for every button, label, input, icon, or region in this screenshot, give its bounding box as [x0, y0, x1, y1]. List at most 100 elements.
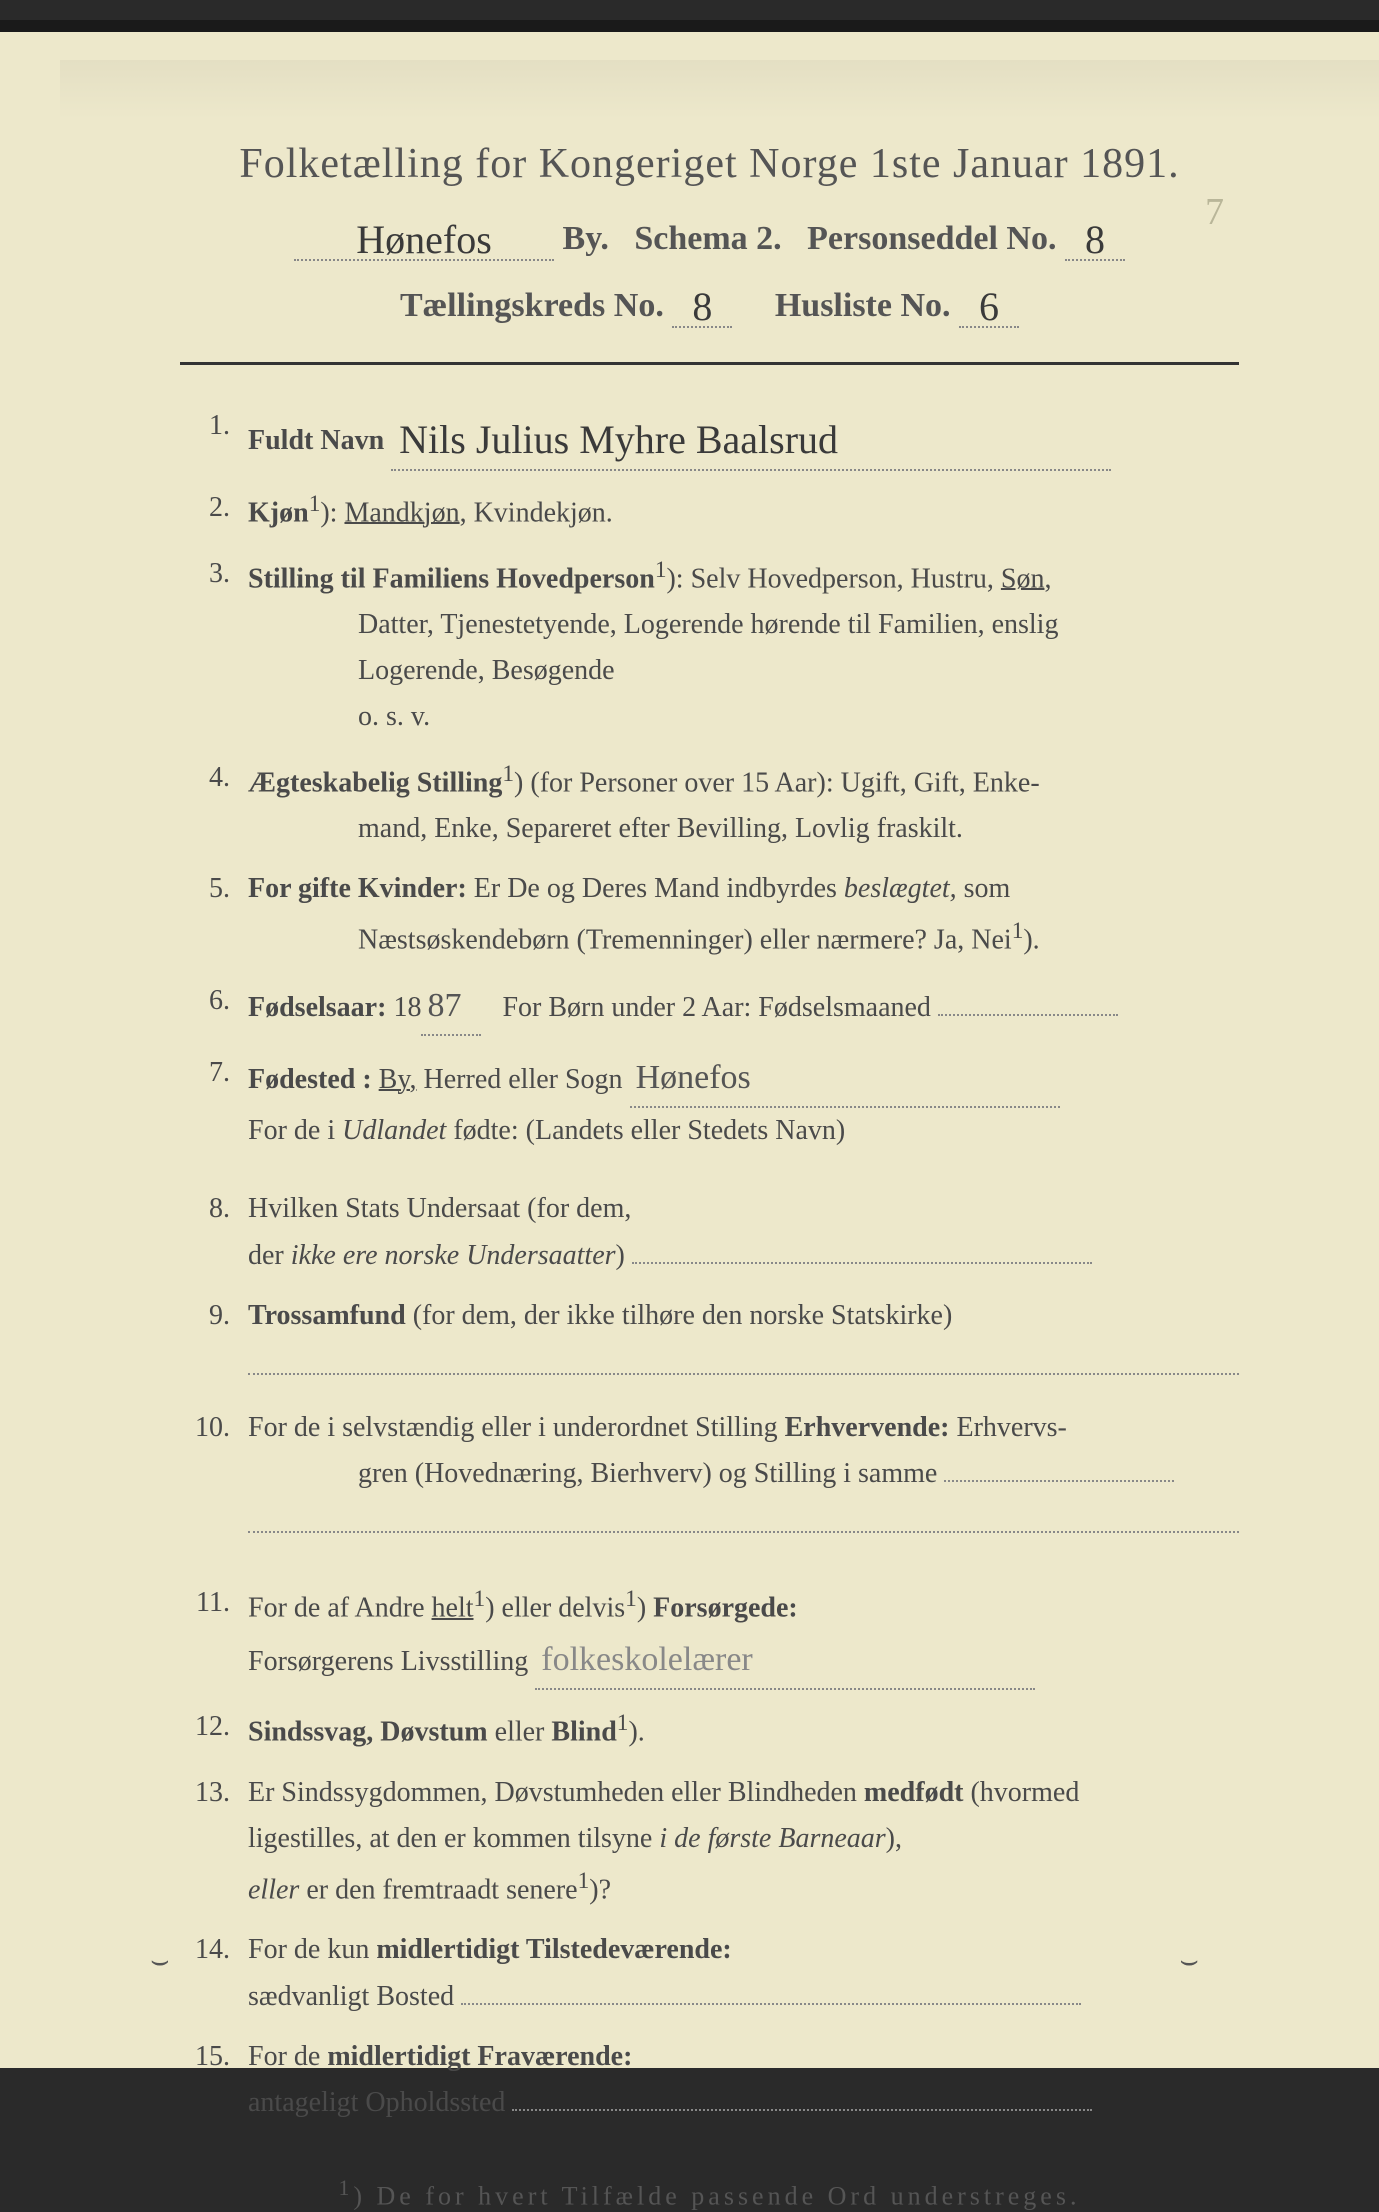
- item-8: 8. Hvilken Stats Undersaat (for dem, der…: [180, 1186, 1239, 1278]
- cont: gren (Hovednæring, Bierhverv) og Stillin…: [248, 1451, 1239, 1497]
- text: For de i selvstændig eller i underordnet…: [248, 1412, 778, 1443]
- text: For de kun: [248, 1934, 369, 1965]
- item-num: 4.: [180, 755, 248, 853]
- item-body: Stilling til Familiens Hovedperson1): Se…: [248, 551, 1239, 741]
- text: (hvormed: [970, 1777, 1079, 1808]
- text: Herred eller Sogn: [424, 1064, 623, 1095]
- text: antageligt Opholdssted: [248, 2087, 505, 2118]
- text: For de i: [248, 1115, 335, 1146]
- corner-mark-left: ⌣: [150, 1944, 170, 1978]
- item-4: 4. Ægteskabelig Stilling1) (for Personer…: [180, 755, 1239, 853]
- item-13: 13. Er Sindssygdommen, Døvstumheden elle…: [180, 1770, 1239, 1914]
- label-stilling: Stilling til Familiens Hovedperson: [248, 563, 655, 594]
- bold: Blind: [551, 1716, 616, 1747]
- erhverv-field: [944, 1480, 1174, 1482]
- corner-mark-right: ⌣: [1179, 1944, 1199, 1978]
- item-7: 7. Fødested : By, Herred eller Sogn Høne…: [180, 1050, 1239, 1154]
- text: Selv Hovedperson, Hustru,: [691, 563, 994, 594]
- item-num: 11.: [180, 1580, 248, 1690]
- opt-son: Søn: [1001, 563, 1045, 594]
- year-field: 87: [421, 978, 481, 1036]
- item-body: Sindssvag, Døvstum eller Blind1).: [248, 1704, 1239, 1756]
- cont: sædvanligt Bosted: [248, 1974, 1239, 2020]
- label-sindssvag: Sindssvag, Døvstum: [248, 1716, 488, 1747]
- form-title: Folketælling for Kongeriget Norge 1ste J…: [180, 140, 1239, 188]
- bold: Erhvervende:: [785, 1412, 950, 1443]
- husliste-no: 6: [971, 283, 1007, 330]
- ital: i de første Barneaar: [659, 1823, 885, 1854]
- sup: 1: [474, 1586, 486, 1612]
- sup: 1: [502, 761, 514, 787]
- comma: ,: [1044, 563, 1051, 594]
- und: helt: [432, 1593, 474, 1624]
- item-body: Hvilken Stats Undersaat (for dem, der ik…: [248, 1186, 1239, 1278]
- item-num: 5.: [180, 866, 248, 964]
- label-gifte-kvinder: For gifte Kvinder:: [248, 873, 467, 904]
- label-fodselsaar: Fødselsaar:: [248, 992, 386, 1023]
- text: For de: [248, 2041, 320, 2072]
- item-6: 6. Fødselsaar: 1887 For Børn under 2 Aar…: [180, 978, 1239, 1036]
- item-num: 3.: [180, 551, 248, 741]
- item-3: 3. Stilling til Familiens Hovedperson1):…: [180, 551, 1239, 741]
- opholdssted-field: [512, 2109, 1092, 2111]
- spacer: [180, 1168, 1239, 1186]
- text: ),: [886, 1823, 902, 1854]
- item-num: 6.: [180, 978, 248, 1036]
- spacer: [180, 1562, 1239, 1580]
- item-num: 10.: [180, 1405, 248, 1549]
- label-trossamfund: Trossamfund: [248, 1300, 406, 1331]
- divider-rule: [180, 362, 1239, 365]
- text: Er De og Deres Mand indbyrdes: [474, 873, 837, 904]
- text: Erhvervs-: [956, 1412, 1066, 1443]
- bold: midlertidigt Tilstedeværende:: [376, 1934, 731, 1965]
- personseddel-no: 8: [1077, 216, 1113, 263]
- schema-label: Schema 2.: [634, 220, 781, 257]
- cont: Datter, Tjenestetyende, Logerende hørend…: [248, 602, 1239, 648]
- item-num: 14.: [180, 1927, 248, 2019]
- forsorger-value: folkeskolelærer: [535, 1641, 759, 1678]
- item-body: Fødested : By, Herred eller Sogn Hønefos…: [248, 1050, 1239, 1154]
- text: eller: [495, 1716, 545, 1747]
- item-body: For de i selvstændig eller i underordnet…: [248, 1405, 1239, 1549]
- name-field: Nils Julius Myhre Baalsrud: [391, 403, 1111, 471]
- husliste-field: 6: [959, 279, 1019, 328]
- sup: 1: [1012, 918, 1024, 944]
- text: som: [964, 873, 1011, 904]
- erhverv-field-2: [248, 1497, 1239, 1533]
- text: fødte: (Landets eller Stedets Navn): [453, 1115, 845, 1146]
- item-1: 1. Fuldt Navn Nils Julius Myhre Baalsrud: [180, 403, 1239, 471]
- bold: midlertidigt Fraværende:: [327, 2041, 632, 2072]
- item-5: 5. For gifte Kvinder: Er De og Deres Man…: [180, 866, 1239, 964]
- sted-field: Hønefos: [630, 1050, 1060, 1108]
- item-body: Trossamfund (for dem, der ikke tilhøre d…: [248, 1293, 1239, 1391]
- faint-page-mark: 7: [1205, 190, 1224, 234]
- sup: 1: [625, 1586, 637, 1612]
- cont: Forsørgerens Livsstilling folkeskolelære…: [248, 1632, 1239, 1690]
- cont: mand, Enke, Separeret efter Bevilling, L…: [248, 806, 1239, 852]
- personseddel-field: 8: [1065, 212, 1125, 261]
- item-num: 2.: [180, 485, 248, 537]
- cont: Næstsøskendebørn (Tremenninger) eller næ…: [248, 912, 1239, 964]
- item-num: 12.: [180, 1704, 248, 1756]
- opt-by: By,: [379, 1064, 417, 1095]
- undersaat-field: [632, 1262, 1092, 1264]
- label-fuldt-navn: Fuldt Navn: [248, 425, 384, 456]
- bold: medfødt: [864, 1777, 964, 1808]
- footnote: 1) De for hvert Tilfælde passende Ord un…: [180, 2176, 1239, 2212]
- form-items: 1. Fuldt Navn Nils Julius Myhre Baalsrud…: [180, 403, 1239, 2126]
- cont: For de i Udlandet fødte: (Landets eller …: [248, 1108, 1239, 1154]
- tros-field: [248, 1339, 1239, 1375]
- cont: antageligt Opholdssted: [248, 2080, 1239, 2126]
- ital: eller: [248, 1874, 299, 1905]
- item-body: Er Sindssygdommen, Døvstumheden eller Bl…: [248, 1770, 1239, 1914]
- item-9: 9. Trossamfund (for dem, der ikke tilhør…: [180, 1293, 1239, 1391]
- kreds-no: 8: [684, 283, 720, 330]
- header-line-3: Tællingskreds No. 8 Husliste No. 6: [180, 279, 1239, 328]
- item-num: 7.: [180, 1050, 248, 1154]
- opt-kvindekjon: Kvindekjøn.: [474, 497, 613, 528]
- text: For de af Andre: [248, 1593, 425, 1624]
- cont: der ikke ere norske Undersaatter): [248, 1233, 1239, 1279]
- cont: o. s. v.: [248, 694, 1239, 740]
- end: )?: [589, 1874, 611, 1905]
- year-value: 87: [421, 987, 467, 1024]
